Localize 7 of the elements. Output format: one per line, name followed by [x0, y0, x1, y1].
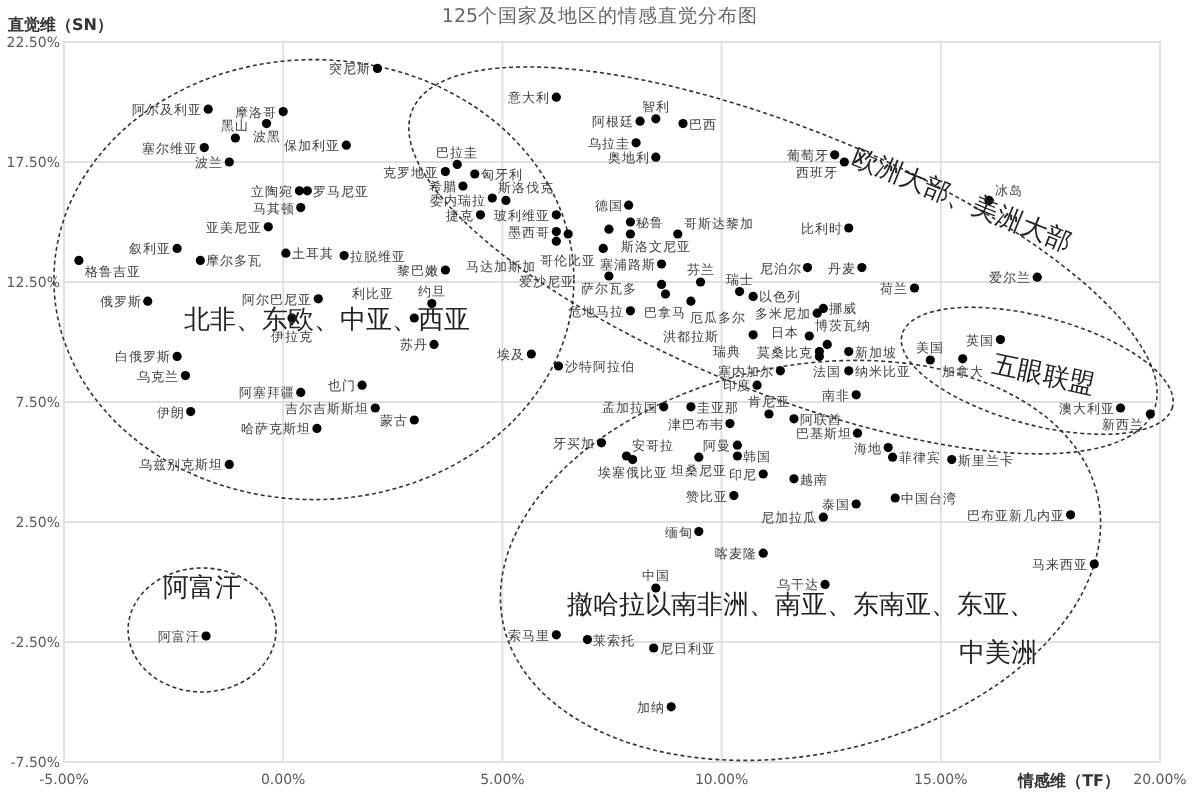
y-axis-title: 直觉维（SN）: [6, 16, 113, 34]
annotation: 阿富汗: [163, 572, 242, 605]
annotation: 撤哈拉以南非洲、南亚、东南亚、东亚、: [566, 591, 1035, 622]
chart-title: 125个国家及地区的情感直觉分布图: [441, 4, 759, 28]
annotation: 五眼联盟: [989, 350, 1098, 402]
annotation: 中美洲: [958, 637, 1037, 670]
x-axis-title: 情感维（TF）: [1016, 772, 1120, 790]
